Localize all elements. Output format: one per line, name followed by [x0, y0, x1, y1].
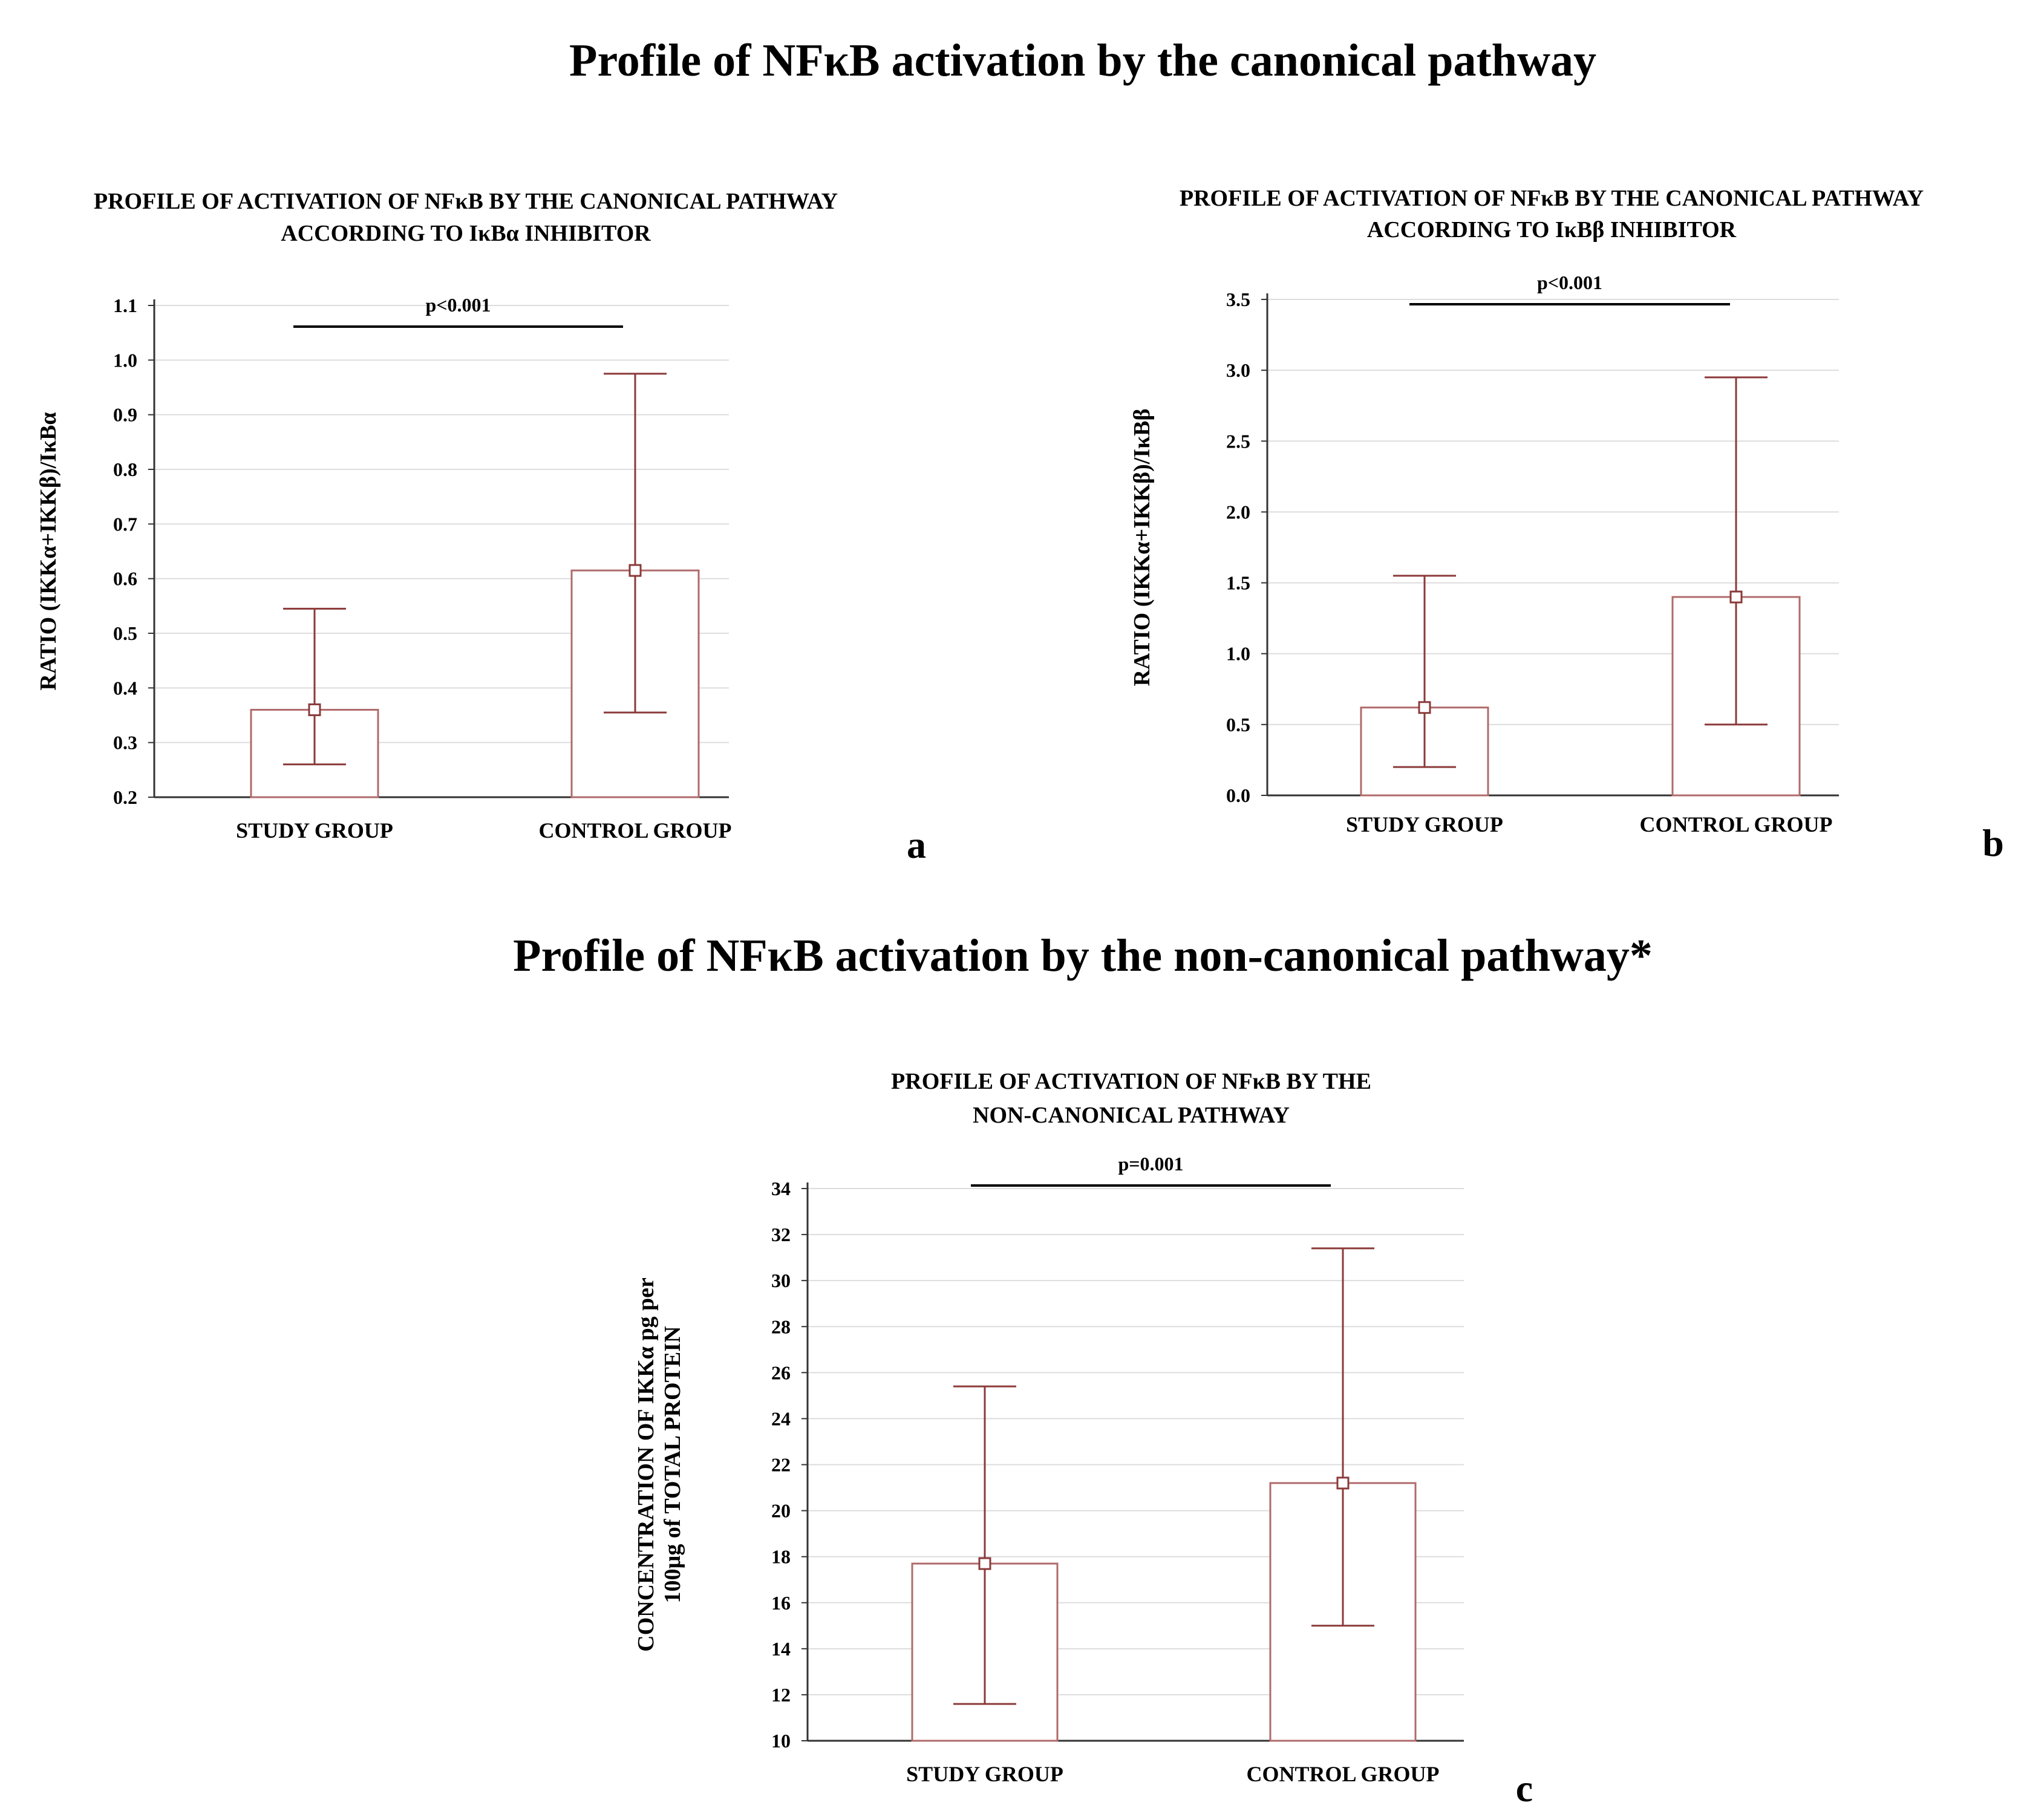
y-tick-label: 0.6	[113, 568, 137, 590]
y-tick-label: 0.5	[113, 622, 137, 644]
panel-label: a	[907, 823, 926, 866]
y-tick-label: 3.0	[1226, 359, 1250, 381]
chart-title-line: ACCORDING TO IκBα INHIBITOR	[281, 221, 651, 246]
y-tick-label: 30	[771, 1270, 791, 1291]
y-tick-label: 2.0	[1226, 501, 1250, 523]
y-tick-label: 26	[771, 1362, 791, 1383]
y-tick-label: 28	[771, 1316, 791, 1337]
y-tick-label: 1.1	[113, 295, 137, 316]
p-value-label: p<0.001	[425, 294, 491, 316]
y-tick-label: 0.0	[1226, 784, 1250, 806]
panel-label: b	[1982, 821, 2004, 864]
mean-marker	[628, 564, 642, 577]
y-tick-label: 18	[771, 1546, 791, 1568]
y-tick-label: 0.2	[113, 786, 137, 808]
y-tick-label: 0.5	[1226, 714, 1250, 736]
y-axis-label: 100µg of TOTAL PROTEIN	[660, 1326, 685, 1603]
y-tick-label: 3.5	[1226, 289, 1250, 310]
canonical-section-title: Profile of NFκB activation by the canoni…	[569, 35, 1596, 86]
y-tick-label: 0.3	[113, 732, 137, 754]
category-label: STUDY GROUP	[906, 1762, 1063, 1786]
mean-marker	[308, 703, 321, 716]
y-tick-label: 2.5	[1226, 430, 1250, 452]
mean-marker	[1336, 1476, 1350, 1490]
chart-a: PROFILE OF ACTIVATION OF NFκB BY THE CAN…	[36, 189, 926, 866]
chart-title-line: ACCORDING TO IκBβ INHIBITOR	[1367, 217, 1737, 243]
y-tick-label: 10	[771, 1730, 791, 1752]
y-tick-label: 20	[771, 1500, 791, 1522]
category-label: STUDY GROUP	[236, 818, 393, 843]
y-tick-label: 0.9	[113, 404, 137, 426]
y-tick-label: 1.0	[1226, 643, 1250, 665]
p-value-label: p=0.001	[1118, 1153, 1183, 1175]
category-label: STUDY GROUP	[1346, 812, 1503, 837]
y-tick-label: 34	[771, 1178, 791, 1199]
y-tick-label: 1.0	[113, 349, 137, 371]
chart-title-line: PROFILE OF ACTIVATION OF NFκB BY THE	[891, 1069, 1371, 1094]
category-label: CONTROL GROUP	[1246, 1762, 1439, 1786]
category-label: CONTROL GROUP	[538, 818, 731, 843]
chart-title-line: PROFILE OF ACTIVATION OF NFκB BY THE CAN…	[1180, 186, 1924, 211]
y-tick-label: 0.7	[113, 513, 137, 535]
y-axis-label: CONCENTRATION OF IKKα pg per	[633, 1277, 659, 1652]
y-tick-label: 32	[771, 1224, 791, 1245]
y-tick-label: 1.5	[1226, 572, 1250, 594]
mean-marker	[1418, 701, 1431, 714]
chart-b: PROFILE OF ACTIVATION OF NFκB BY THE CAN…	[1129, 186, 2004, 864]
chart-title-line: PROFILE OF ACTIVATION OF NFκB BY THE CAN…	[94, 189, 838, 214]
mean-marker	[978, 1557, 991, 1570]
y-tick-label: 14	[771, 1638, 791, 1660]
noncanonical-section-title: Profile of NFκB activation by the non-ca…	[513, 930, 1653, 981]
chart-c: PROFILE OF ACTIVATION OF NFκB BY THE NON-…	[633, 1069, 1533, 1810]
y-tick-label: 12	[771, 1684, 791, 1706]
y-tick-label: 0.8	[113, 458, 137, 480]
panel-label: c	[1516, 1767, 1533, 1810]
y-tick-label: 16	[771, 1592, 791, 1614]
chart-title-line: NON-CANONICAL PATHWAY	[973, 1103, 1290, 1128]
y-tick-label: 24	[771, 1407, 791, 1429]
y-axis-label: RATIO (IKKα+IKKβ)/IκBα	[36, 412, 61, 690]
category-label: CONTROL GROUP	[1639, 812, 1832, 837]
p-value-label: p<0.001	[1537, 272, 1602, 293]
y-tick-label: 0.4	[113, 677, 137, 699]
mean-marker	[1729, 590, 1743, 604]
y-tick-label: 22	[771, 1454, 791, 1476]
y-axis-label: RATIO (IKKα+IKKβ)/IκBβ	[1129, 408, 1155, 686]
